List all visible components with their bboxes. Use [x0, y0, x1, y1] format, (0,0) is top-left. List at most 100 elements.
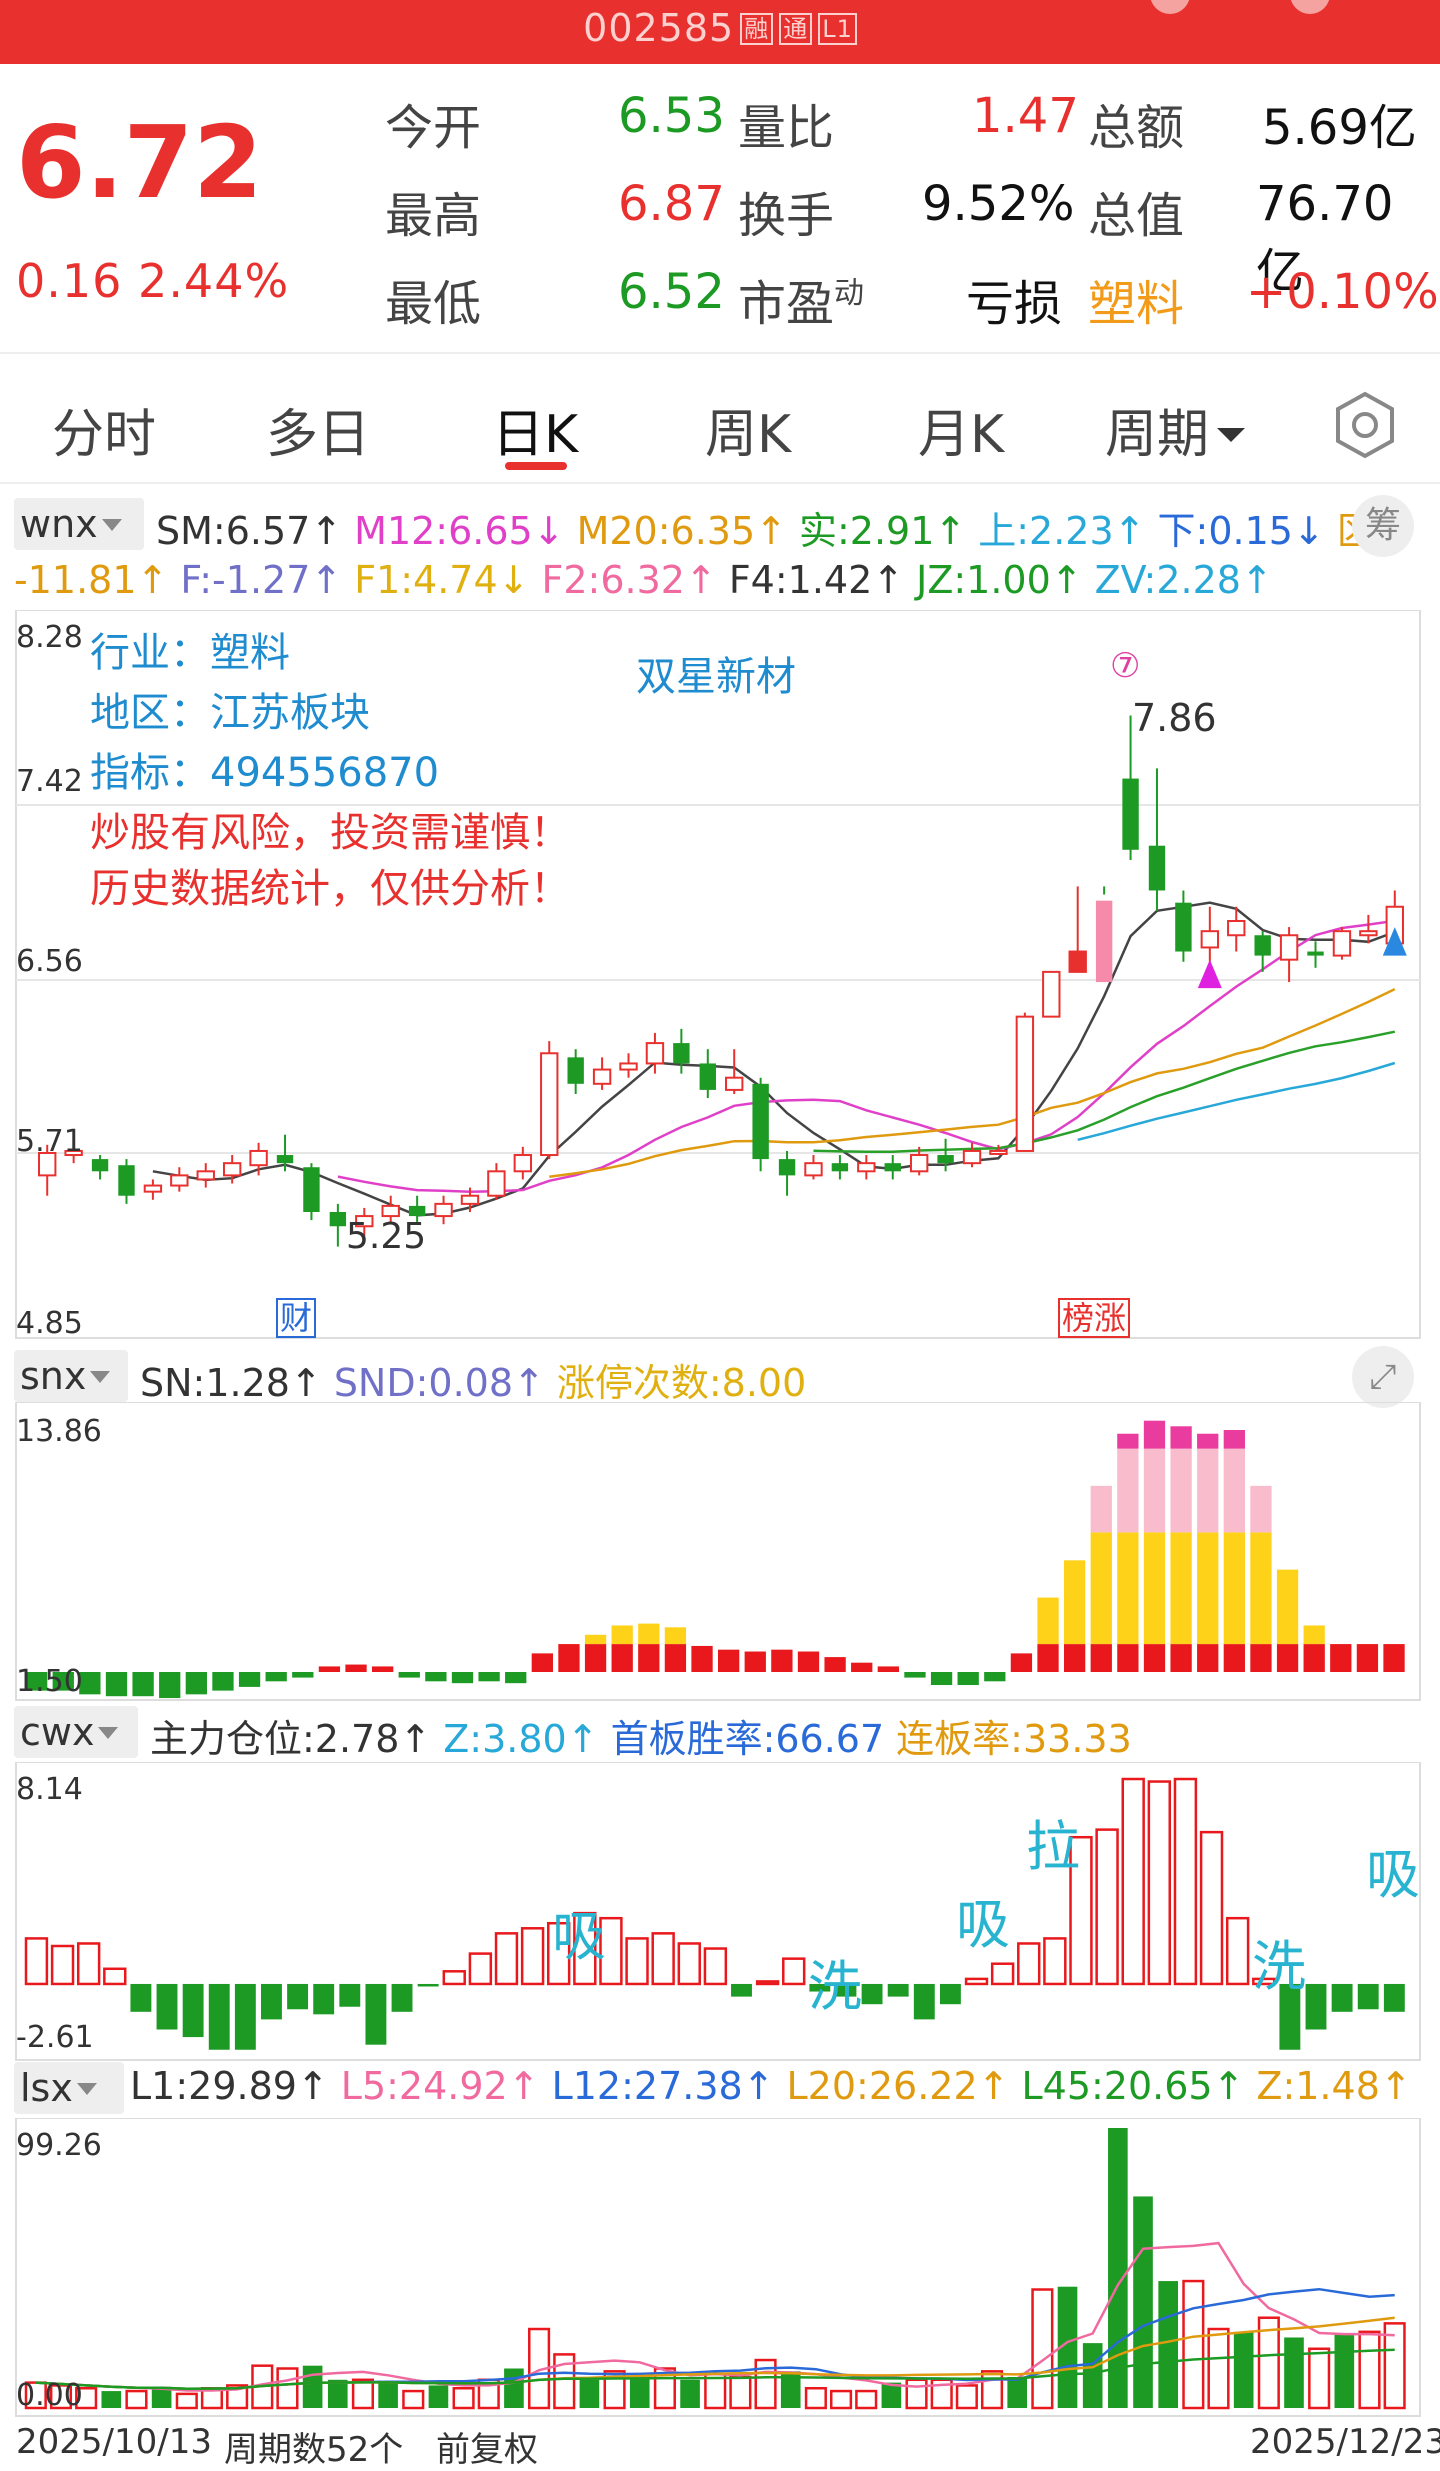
search-icon[interactable]	[1290, 0, 1330, 14]
cwx-bar	[182, 1983, 204, 2038]
cwx-bar	[809, 1983, 831, 1992]
lsx-bar	[1257, 2316, 1280, 2410]
cwx-label-wash: 洗	[808, 1955, 862, 2018]
snx-bar	[52, 1672, 74, 1691]
snx-bar-segment	[1223, 1430, 1245, 1449]
sector-link[interactable]: 塑料	[1088, 276, 1185, 332]
cwx-bar	[1383, 1983, 1405, 2012]
indicator-value: F4:1.42↑	[728, 558, 905, 602]
kline-chart[interactable]	[0, 610, 1440, 1340]
snx-bar-segment	[1037, 1597, 1059, 1645]
snx-bar-segment	[584, 1644, 607, 1672]
candle-body	[408, 1205, 426, 1217]
snx-bar-segment	[558, 1644, 580, 1672]
snx-bar-segment	[1223, 1644, 1245, 1672]
lsx-bar	[905, 2378, 928, 2410]
chevron-down-icon	[1217, 428, 1246, 442]
notification-icon[interactable]	[1150, 0, 1190, 14]
snx-bar	[957, 1672, 979, 1686]
plot-frame	[15, 610, 1421, 1339]
snx-bar-segment	[1223, 1448, 1245, 1533]
candle-body	[38, 1151, 57, 1177]
snx-bar-segment	[797, 1651, 820, 1672]
lsx-bar	[881, 2382, 902, 2408]
candle-body	[1122, 778, 1139, 850]
cwx-bar	[234, 1983, 256, 2050]
market-cap-value: 76.70亿	[1256, 176, 1394, 300]
ma-line	[549, 987, 1396, 1179]
lsx-bar	[125, 2389, 148, 2410]
snx-bar-segment	[345, 1664, 367, 1672]
lsx-bar	[1031, 2288, 1054, 2410]
lsx-bar	[452, 2387, 475, 2410]
settings-hexagon-icon[interactable]	[1330, 390, 1400, 460]
tab-intraday[interactable]: 分时	[52, 405, 157, 465]
snx-bar	[159, 1672, 181, 1699]
ranking-tag[interactable]: 榜涨	[1058, 1298, 1131, 1338]
lsx-chart	[15, 2118, 1421, 2417]
end-date: 2025/12/23	[1250, 2422, 1440, 2462]
lsx-bar	[804, 2387, 827, 2410]
open-value: 6.53	[618, 88, 725, 144]
snx-bar-segment	[531, 1653, 553, 1672]
tab-daily-k[interactable]: 日K	[492, 405, 579, 465]
lsx-bar	[1334, 2334, 1355, 2408]
cwx-axis-top: 8.14	[16, 1772, 83, 1807]
snx-selector[interactable]: snx	[14, 1350, 128, 1402]
stock-code: 002585 融通 L1	[0, 6, 1440, 50]
lsx-bar	[980, 2370, 1004, 2410]
expand-icon[interactable]: ⤢	[1352, 1346, 1414, 1408]
cwx-bar	[1199, 1830, 1224, 1986]
lsx-selector[interactable]: lsx	[14, 2062, 124, 2114]
candle-body	[1015, 1015, 1035, 1152]
cwx-bar	[156, 1983, 178, 2030]
high-value: 6.87	[618, 176, 725, 232]
cwx-bar	[913, 1983, 935, 2020]
cwx-bar	[599, 1916, 623, 1986]
cwx-bar	[365, 1983, 387, 2045]
sector-change: +0.10%	[1246, 264, 1439, 320]
earnings-tag[interactable]: 财	[276, 1298, 317, 1338]
lsx-bar	[327, 2379, 348, 2408]
lsx-bar	[1057, 2286, 1078, 2408]
candle-body	[619, 1062, 638, 1071]
plot-frame	[15, 1402, 1421, 1701]
candle-body	[249, 1149, 268, 1167]
tab-multiday[interactable]: 多日	[266, 405, 371, 465]
indicator-value: Z:3.80↑	[443, 1717, 599, 1761]
snx-bar-segment	[1143, 1532, 1166, 1645]
tab-period-dropdown[interactable]: 周期	[1105, 392, 1246, 467]
pe-label: 市盈动	[738, 276, 865, 332]
snx-bar	[930, 1672, 953, 1686]
lsx-bar	[729, 2375, 752, 2410]
candle-body	[962, 1149, 982, 1165]
axis-label-4: 5.71	[16, 1124, 83, 1159]
cwx-selector[interactable]: cwx	[14, 1706, 138, 1758]
divider	[0, 352, 1440, 354]
adjust-mode[interactable]: 前复权	[436, 2430, 538, 2470]
buy-signal-icon	[1197, 959, 1222, 989]
candle-body	[1200, 930, 1220, 949]
cwx-bar	[24, 1937, 49, 1986]
snx-bar-segment	[1303, 1644, 1325, 1672]
snx-bar-segment	[372, 1666, 394, 1672]
snx-bar-segment	[1090, 1485, 1112, 1533]
cwx-bar	[130, 1983, 152, 2012]
tab-weekly-k[interactable]: 周K	[705, 405, 792, 465]
index-text: 指标：494556870	[90, 750, 440, 796]
snx-bar-segment	[877, 1666, 899, 1672]
wnx-selector[interactable]: wnx	[14, 498, 144, 550]
indicator-value: L5:24.92↑	[340, 2064, 540, 2108]
candle-body	[303, 1167, 320, 1213]
snx-bar-segment	[584, 1634, 607, 1645]
cwx-bar	[1147, 1780, 1172, 1986]
cwx-bar	[1279, 1983, 1301, 2050]
tab-monthly-k[interactable]: 月K	[918, 405, 1005, 465]
plot-frame	[15, 1762, 1421, 2061]
active-tab-indicator	[505, 462, 567, 470]
candle-body	[699, 1063, 716, 1090]
snx-bar-segment	[1117, 1532, 1139, 1645]
axis-label-2: 7.42	[16, 764, 83, 799]
candle-body	[1359, 930, 1378, 937]
chip-button[interactable]: 筹	[1352, 495, 1414, 557]
